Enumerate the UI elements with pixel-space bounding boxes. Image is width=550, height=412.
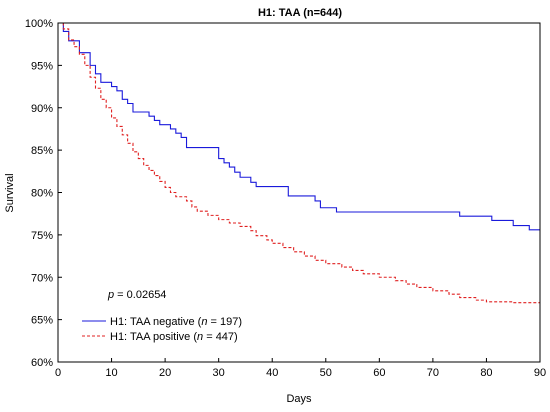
x-tick-label: 40 xyxy=(266,367,278,379)
legend: H1: TAA negative (n = 197)H1: TAA positi… xyxy=(82,316,242,343)
x-tick-label: 10 xyxy=(105,367,117,379)
legend-label-suffix: = 197) xyxy=(207,316,242,328)
legend-label-prefix: H1: TAA negative ( xyxy=(110,316,202,328)
survival-curves xyxy=(58,22,540,304)
p-value-annotation: p = 0.02654 xyxy=(107,289,166,301)
legend-label: H1: TAA negative (n = 197) xyxy=(110,316,242,328)
y-tick-label: 75% xyxy=(31,230,53,242)
x-tick-label: 50 xyxy=(320,367,332,379)
y-axis-label: Survival xyxy=(4,173,16,212)
y-tick-label: 100% xyxy=(25,18,53,30)
x-tick-label: 60 xyxy=(373,367,385,379)
y-tick-label: 70% xyxy=(31,272,53,284)
axis-ticks: 0 10 20 30 40 50 60 70 80 90 60% 65% 70% 75% 80% 85% 90%… xyxy=(25,18,546,379)
x-tick-label: 70 xyxy=(427,367,439,379)
y-tick-label: 80% xyxy=(31,188,53,200)
legend-label-n: n xyxy=(197,331,203,343)
x-tick-label: 90 xyxy=(534,367,546,379)
series-line-taa-positive xyxy=(58,22,540,304)
legend-label-n: n xyxy=(201,316,207,328)
y-tick-label: 90% xyxy=(31,103,53,115)
series-line-taa-negative xyxy=(58,22,540,231)
plot-frame xyxy=(57,22,541,363)
legend-label-prefix: H1: TAA positive ( xyxy=(110,331,197,343)
p-symbol: p xyxy=(107,289,114,301)
y-tick-label: 65% xyxy=(31,315,53,327)
y-tick-label: 95% xyxy=(31,60,53,72)
x-tick-label: 20 xyxy=(159,367,171,379)
x-tick-label: 80 xyxy=(480,367,492,379)
x-axis-label: Days xyxy=(286,393,312,405)
chart-title: H1: TAA (n=644) xyxy=(258,7,342,19)
y-tick-label: 60% xyxy=(31,357,53,369)
legend-label: H1: TAA positive (n = 447) xyxy=(110,331,238,343)
x-tick-label: 30 xyxy=(213,367,225,379)
y-tick-label: 85% xyxy=(31,145,53,157)
legend-label-suffix: = 447) xyxy=(203,331,238,343)
p-value-text: = 0.02654 xyxy=(114,289,166,301)
x-tick-label: 0 xyxy=(55,367,61,379)
